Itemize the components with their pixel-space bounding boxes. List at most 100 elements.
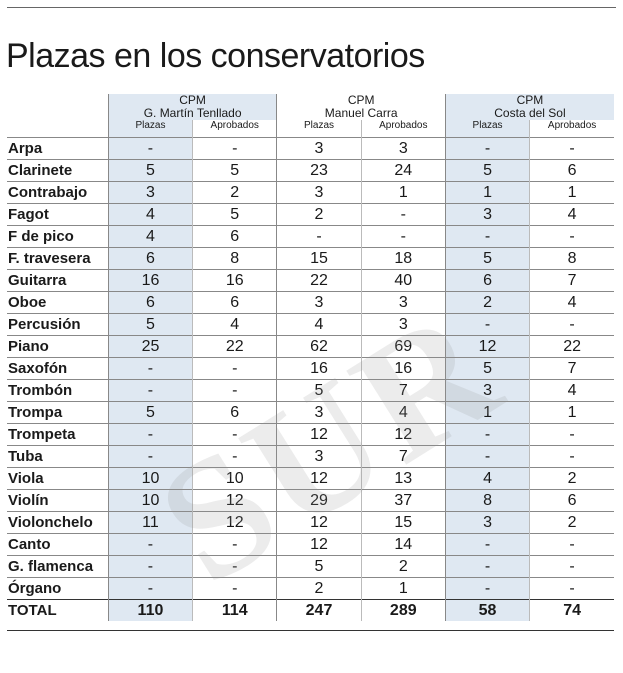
cell-carra-aprobados: 4 xyxy=(360,401,446,424)
cell-costa-plazas: 58 xyxy=(444,599,530,621)
cell-carra-plazas: 4 xyxy=(276,313,362,336)
cell-costa-aprobados: 7 xyxy=(529,269,614,292)
table-row: Violonchelo 11 12 12 15 3 2 xyxy=(7,511,614,534)
table-row: Guitarra 16 16 22 40 6 7 xyxy=(7,269,614,292)
cell-tenllado-plazas: - xyxy=(107,555,193,578)
instrument-name: Saxofón xyxy=(7,357,109,380)
table-row: Saxofón - -16 16 5 7 xyxy=(7,357,614,380)
cell-carra-aprobados: 37 xyxy=(360,489,446,512)
cell-costa-aprobados: - xyxy=(529,555,614,578)
cell-tenllado-aprobados: 12 xyxy=(192,511,277,534)
cell-costa-plazas: 1 xyxy=(444,401,530,424)
cell-tenllado-plazas: - xyxy=(107,533,193,556)
cell-carra-plazas: 5 xyxy=(276,555,362,578)
subheader-aprobados: Aprobados xyxy=(192,120,277,138)
table-row: Trompeta - -12 12- - xyxy=(7,423,614,446)
cell-tenllado-aprobados: - xyxy=(192,137,277,160)
cell-costa-plazas: 3 xyxy=(444,511,530,534)
cell-carra-plazas: 12 xyxy=(276,511,362,534)
instrument-name: F de pico xyxy=(7,225,109,248)
instrument-name: Percusión xyxy=(7,313,109,336)
cell-tenllado-aprobados: 6 xyxy=(192,291,277,314)
cell-carra-aprobados: 24 xyxy=(360,159,446,182)
cell-carra-plazas: 62 xyxy=(276,335,362,358)
instrument-name: Trompeta xyxy=(7,423,109,446)
cell-costa-aprobados: - xyxy=(529,423,614,446)
cell-tenllado-aprobados: 12 xyxy=(192,489,277,512)
cell-costa-aprobados: 2 xyxy=(529,511,614,534)
cell-tenllado-plazas: - xyxy=(107,357,193,380)
cell-tenllado-plazas: 6 xyxy=(107,247,193,270)
cell-carra-plazas: 2 xyxy=(276,203,362,226)
instrument-name: Guitarra xyxy=(7,269,109,292)
table-row: Contrabajo 3 2 3 1 1 1 xyxy=(7,181,614,204)
cell-costa-aprobados: 4 xyxy=(529,291,614,314)
subheader-aprobados: Aprobados xyxy=(360,120,446,138)
cell-tenllado-plazas: - xyxy=(107,445,193,468)
cell-costa-plazas: - xyxy=(444,423,530,446)
cell-costa-aprobados: 1 xyxy=(529,181,614,204)
cell-tenllado-aprobados: - xyxy=(192,445,277,468)
table-row: Violín 10 12 29 37 8 6 xyxy=(7,489,614,512)
instrument-name: Violonchelo xyxy=(7,511,109,534)
cell-carra-aprobados: 1 xyxy=(360,577,446,600)
instrument-name: Arpa xyxy=(7,137,109,160)
cell-costa-aprobados: - xyxy=(529,577,614,600)
instrument-name: Fagot xyxy=(7,203,109,226)
group-header-line1: CPM xyxy=(516,93,544,107)
cell-carra-aprobados: 3 xyxy=(360,137,446,160)
cell-carra-plazas: 3 xyxy=(276,445,362,468)
cell-costa-plazas: 3 xyxy=(444,203,530,226)
subheader-corner xyxy=(7,120,109,138)
cell-tenllado-plazas: 5 xyxy=(107,401,193,424)
table-row: G. flamenca - -5 2- - xyxy=(7,555,614,578)
cell-costa-aprobados: 1 xyxy=(529,401,614,424)
cell-carra-plazas: 3 xyxy=(276,291,362,314)
cell-costa-aprobados: 74 xyxy=(529,599,614,621)
cell-tenllado-plazas: 4 xyxy=(107,203,193,226)
cell-costa-plazas: - xyxy=(444,137,530,160)
cell-carra-plazas: 16 xyxy=(276,357,362,380)
cell-costa-aprobados: - xyxy=(529,225,614,248)
table-row: Canto - -12 14- - xyxy=(7,533,614,556)
cell-costa-aprobados: 4 xyxy=(529,379,614,402)
cell-carra-plazas: 12 xyxy=(276,423,362,446)
table-row: F de pico 4 6- - - - xyxy=(7,225,614,248)
instrument-name: F. travesera xyxy=(7,247,109,270)
cell-tenllado-aprobados: - xyxy=(192,577,277,600)
subheader-plazas: Plazas xyxy=(276,120,362,138)
instrument-name: Clarinete xyxy=(7,159,109,182)
total-row: TOTAL 110 114 247 289 58 74 xyxy=(7,599,614,621)
cell-tenllado-aprobados: 5 xyxy=(192,203,277,226)
table-row: Viola 10 10 12 13 4 2 xyxy=(7,467,614,490)
cell-carra-aprobados: 3 xyxy=(360,291,446,314)
cell-carra-plazas: 29 xyxy=(276,489,362,512)
group-header-line2: Costa del Sol xyxy=(494,106,566,120)
cell-costa-aprobados: - xyxy=(529,533,614,556)
cell-costa-plazas: - xyxy=(444,225,530,248)
instrument-name: Oboe xyxy=(7,291,109,314)
cell-carra-plazas: 22 xyxy=(276,269,362,292)
table-row: Percusión 5 4 4 3- - xyxy=(7,313,614,336)
instrument-name: Violín xyxy=(7,489,109,512)
cell-costa-aprobados: 2 xyxy=(529,467,614,490)
cell-tenllado-aprobados: 114 xyxy=(192,599,277,621)
cell-costa-plazas: - xyxy=(444,555,530,578)
cell-carra-plazas: 3 xyxy=(276,401,362,424)
group-header-costa: CPM Costa del Sol xyxy=(444,93,614,120)
cell-tenllado-aprobados: - xyxy=(192,533,277,556)
cell-carra-plazas: 12 xyxy=(276,533,362,556)
cell-costa-plazas: - xyxy=(444,313,530,336)
cell-costa-plazas: - xyxy=(444,577,530,600)
cell-costa-aprobados: 6 xyxy=(529,489,614,512)
cell-costa-plazas: 3 xyxy=(444,379,530,402)
cell-costa-aprobados: - xyxy=(529,313,614,336)
group-header-line1: CPM xyxy=(347,93,375,107)
instrument-name: TOTAL xyxy=(7,599,109,621)
table-row: Piano 25 22 62 69 12 22 xyxy=(7,335,614,358)
cell-costa-aprobados: 22 xyxy=(529,335,614,358)
cell-tenllado-aprobados: 4 xyxy=(192,313,277,336)
cell-carra-plazas: 5 xyxy=(276,379,362,402)
cell-tenllado-aprobados: 10 xyxy=(192,467,277,490)
instrument-name: Viola xyxy=(7,467,109,490)
